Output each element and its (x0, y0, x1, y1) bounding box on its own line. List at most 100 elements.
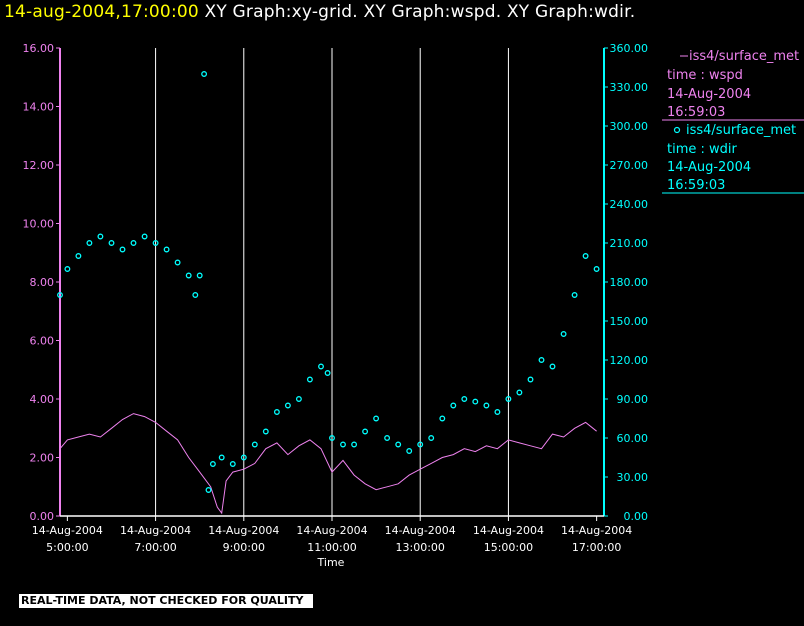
wdir-point-50 (560, 331, 567, 337)
wdir-point-8 (141, 233, 148, 240)
wdir-point-26 (306, 376, 313, 383)
right-tick-label-3: 90.00 (617, 393, 649, 406)
right-tick-label-0: 0.00 (624, 510, 649, 523)
wdir-point-29 (329, 435, 335, 441)
x-tick-date-3: 14-Aug-2004 (296, 524, 367, 537)
wdir-point-4 (97, 233, 104, 240)
wdir-point-48 (538, 357, 545, 363)
legend-wdir-date: 14-Aug-2004 (667, 160, 751, 175)
wdir-point-24 (284, 402, 291, 409)
wdir-point-47 (527, 376, 534, 383)
wdir-point-22 (262, 428, 269, 435)
x-ticks: 14-Aug-2004 5:00:00 14-Aug-2004 7:00:00 14-A… (32, 516, 632, 554)
wdir-point-43 (483, 402, 490, 409)
wdir-point-34 (384, 435, 391, 441)
wdir-point-11 (174, 259, 181, 266)
wdir-point-18 (218, 454, 225, 461)
wdir-point-52 (582, 253, 589, 259)
wdir-point-33 (373, 415, 380, 422)
wspd-line (59, 413, 597, 515)
legend-wdir-time: 16:59:03 (667, 178, 725, 193)
title-graphs: XY Graph:xy-grid. XY Graph:wspd. XY Grap… (204, 2, 636, 22)
wdir-point-41 (461, 396, 468, 402)
wdir-point-9 (152, 240, 159, 246)
wdir-point-6 (119, 246, 126, 253)
left-tick-label-6: 12.00 (23, 159, 55, 172)
left-tick-label-4: 8.00 (30, 276, 55, 289)
legend-wdir-marker-sample (673, 126, 681, 134)
wdir-point-2 (75, 253, 82, 259)
right-tick-label-5: 150.00 (610, 315, 649, 328)
legend-wspd-time: 16:59:03 (667, 105, 725, 120)
wdir-point-16 (205, 487, 212, 493)
series-wdir (57, 71, 600, 493)
x-tick-date-4: 14-Aug-2004 (385, 524, 456, 537)
legend-wdir-name: iss4/surface_met (686, 123, 796, 138)
wdir-point-39 (439, 415, 446, 422)
left-tick-label-7: 14.00 (23, 101, 55, 114)
x-tick-time-0: 5:00:00 (46, 541, 88, 554)
legend-wspd-date: 14-Aug-2004 (667, 87, 751, 102)
grid-lines (155, 48, 509, 516)
wdir-point-10 (163, 246, 170, 253)
legend-wspd-field: time : wspd (667, 68, 743, 83)
wdir-point-49 (549, 363, 556, 370)
left-tick-label-1: 2.00 (30, 452, 55, 465)
legend-wdir-field: time : wdir (667, 142, 738, 157)
wdir-point-1 (64, 266, 71, 272)
wdir-point-30 (340, 441, 346, 448)
x-tick-date-5: 14-Aug-2004 (473, 524, 544, 537)
series-wspd (59, 413, 597, 515)
wdir-point-37 (417, 441, 424, 448)
wdir-point-32 (362, 428, 369, 435)
wdir-point-13 (192, 292, 199, 298)
title-date-time: 14-aug-2004,17:00:00 (4, 2, 199, 22)
left-tick-label-0: 0.00 (30, 510, 55, 523)
wdir-point-25 (295, 396, 302, 402)
right-tick-label-8: 240.00 (610, 198, 649, 211)
right-y-ticks: 0.00 30.00 60.00 90.00 120.00 150.00 180.00 210… (604, 42, 648, 523)
x-axis-label: Time (317, 556, 345, 569)
wdir-point-12 (185, 272, 192, 279)
wdir-point-40 (450, 402, 457, 409)
x-tick-time-2: 9:00:00 (223, 541, 265, 554)
wdir-point-23 (273, 409, 280, 415)
right-tick-label-7: 210.00 (610, 237, 649, 250)
wdir-point-35 (395, 441, 402, 448)
left-tick-label-3: 6.00 (30, 335, 55, 348)
quality-notice: REAL-TIME DATA, NOT CHECKED FOR QUALITY (19, 594, 314, 608)
wdir-point-38 (428, 435, 435, 441)
wdir-point-19 (229, 461, 236, 467)
x-tick-time-6: 17:00:00 (572, 541, 621, 554)
x-tick-time-4: 13:00:00 (396, 541, 445, 554)
x-tick-time-3: 11:00:00 (307, 541, 356, 554)
left-tick-label-8: 16.00 (23, 42, 55, 55)
wdir-point-42 (472, 398, 479, 405)
right-tick-label-2: 60.00 (617, 432, 649, 445)
wdir-point-21 (251, 441, 258, 448)
x-tick-date-6: 14-Aug-2004 (561, 524, 632, 537)
wdir-point-0 (57, 292, 63, 298)
wdir-point-15 (201, 71, 208, 77)
wdir-point-46 (516, 389, 523, 396)
wdir-point-17 (209, 461, 216, 467)
wdir-point-31 (351, 441, 358, 448)
wdir-point-44 (494, 409, 501, 415)
legend: iss4/surface_met time : wspd 14-Aug-2004… (662, 49, 804, 194)
wdir-point-5 (108, 240, 115, 246)
right-tick-label-9: 270.00 (610, 159, 649, 172)
x-tick-date-1: 14-Aug-2004 (120, 524, 191, 537)
right-tick-label-1: 30.00 (617, 471, 649, 484)
wdir-point-53 (593, 266, 600, 272)
right-tick-label-4: 120.00 (610, 354, 649, 367)
legend-wspd-name: iss4/surface_met (689, 49, 799, 64)
x-tick-date-2: 14-Aug-2004 (208, 524, 279, 537)
right-tick-label-12: 360.00 (610, 42, 649, 55)
wdir-point-14 (196, 272, 203, 279)
right-tick-label-10: 300.00 (610, 120, 649, 133)
right-tick-label-6: 180.00 (610, 276, 649, 289)
wdir-point-28 (324, 370, 331, 376)
left-tick-label-2: 4.00 (30, 393, 55, 406)
x-tick-time-1: 7:00:00 (134, 541, 176, 554)
